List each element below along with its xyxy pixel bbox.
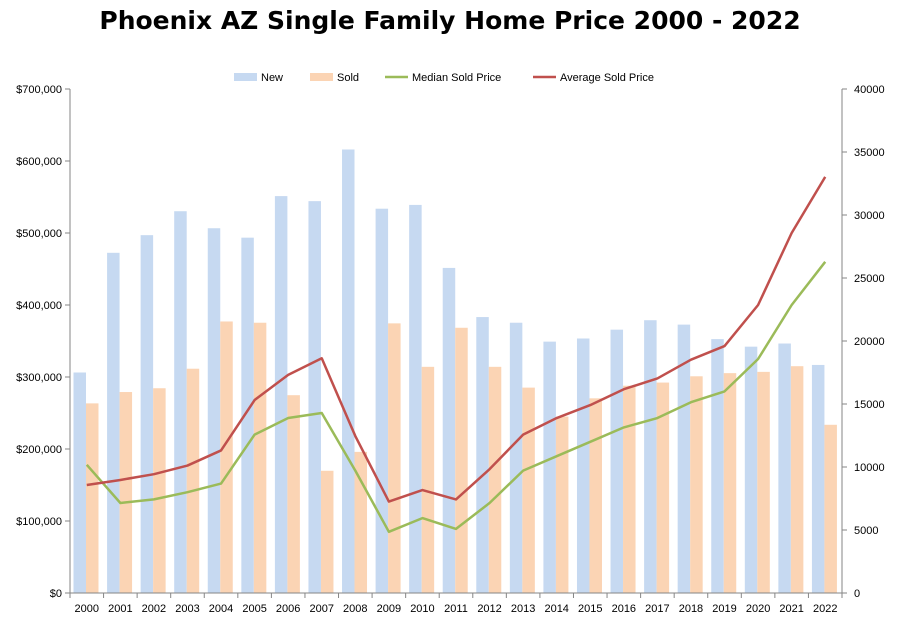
x-tick-label-2014: 2014 bbox=[544, 603, 568, 615]
bar-new-2021 bbox=[778, 343, 791, 593]
bar-new-2010 bbox=[409, 204, 422, 594]
line-median-sold-price bbox=[85, 261, 827, 534]
x-tick-label-2021: 2021 bbox=[779, 603, 803, 615]
right-tick-label: 25000 bbox=[854, 273, 885, 285]
left-tick-label: $600,000 bbox=[16, 156, 62, 168]
bar-new-2001 bbox=[107, 252, 120, 594]
bar-new-2002 bbox=[140, 235, 154, 593]
bar-new-2003 bbox=[174, 211, 187, 593]
bar-new-2017 bbox=[644, 320, 657, 593]
x-tick-label-2013: 2013 bbox=[511, 603, 535, 615]
left-tick-label: $0 bbox=[50, 588, 62, 600]
bar-sold-2006 bbox=[287, 395, 300, 593]
left-tick-label: $500,000 bbox=[16, 228, 62, 240]
x-tick-label-2001: 2001 bbox=[108, 603, 132, 615]
x-tick-label-2006: 2006 bbox=[276, 603, 300, 615]
bar-new-2014 bbox=[543, 341, 556, 593]
bar-new-2011 bbox=[442, 267, 456, 593]
bar-sold-2020 bbox=[757, 371, 770, 593]
bar-sold-2017 bbox=[656, 382, 670, 593]
bar-new-2009 bbox=[375, 208, 389, 593]
bar-sold-2022 bbox=[824, 424, 837, 593]
x-tick-label-2000: 2000 bbox=[75, 603, 99, 615]
bar-new-2005 bbox=[241, 237, 254, 593]
bar-new-2015 bbox=[576, 338, 590, 593]
bar-sold-2014 bbox=[555, 416, 569, 593]
legend-label-new: New bbox=[261, 72, 283, 84]
bar-sold-2004 bbox=[220, 321, 233, 593]
x-tick-label-2017: 2017 bbox=[645, 603, 669, 615]
x-tick-label-2016: 2016 bbox=[612, 603, 636, 615]
right-tick-label: 0 bbox=[854, 588, 860, 600]
bar-new-2006 bbox=[274, 196, 288, 593]
bar-sold-2015 bbox=[589, 398, 602, 593]
x-tick-label-2002: 2002 bbox=[142, 603, 166, 615]
left-tick-label: $300,000 bbox=[16, 372, 62, 384]
bar-sold-2018 bbox=[690, 376, 703, 593]
bar-sold-2009 bbox=[388, 323, 401, 593]
bar-sold-2019 bbox=[723, 373, 737, 593]
bar-sold-2010 bbox=[421, 366, 435, 593]
x-tick-label-2007: 2007 bbox=[309, 603, 333, 615]
bar-sold-2011 bbox=[455, 327, 468, 593]
left-tick-label: $400,000 bbox=[16, 300, 62, 312]
left-tick-label: $100,000 bbox=[16, 516, 62, 528]
right-tick-label: 20000 bbox=[854, 336, 885, 348]
bar-new-2004 bbox=[207, 228, 221, 594]
x-tick-label-2009: 2009 bbox=[377, 603, 401, 615]
bar-sold-2003 bbox=[186, 368, 200, 593]
bar-sold-2000 bbox=[86, 403, 99, 593]
bar-new-2020 bbox=[744, 346, 758, 593]
line-average-sold-price bbox=[86, 176, 827, 503]
x-tick-label-2008: 2008 bbox=[343, 603, 367, 615]
bar-new-2008 bbox=[342, 149, 355, 594]
bar-new-2000 bbox=[73, 372, 86, 593]
bar-sold-2013 bbox=[522, 387, 535, 593]
x-tick-label-2011: 2011 bbox=[444, 603, 468, 615]
bar-sold-2001 bbox=[119, 392, 133, 593]
legend-label-median-sold-price: Median Sold Price bbox=[412, 72, 501, 84]
bar-new-2013 bbox=[509, 322, 523, 593]
bar-sold-2005 bbox=[253, 322, 267, 593]
x-tick-label-2019: 2019 bbox=[712, 603, 736, 615]
bar-sold-2002 bbox=[153, 388, 166, 593]
x-tick-label-2022: 2022 bbox=[813, 603, 837, 615]
x-tick-label-2005: 2005 bbox=[242, 603, 266, 615]
left-tick-label: $200,000 bbox=[16, 444, 62, 456]
bar-sold-2016 bbox=[623, 385, 636, 593]
bar-sold-2012 bbox=[488, 366, 502, 593]
x-tick-label-2015: 2015 bbox=[578, 603, 602, 615]
bar-sold-2007 bbox=[320, 470, 334, 593]
chart-title: Phoenix AZ Single Family Home Price 2000… bbox=[99, 6, 801, 35]
right-tick-label: 40000 bbox=[854, 84, 885, 96]
legend-label-average-sold-price: Average Sold Price bbox=[560, 72, 654, 84]
bar-new-2019 bbox=[711, 339, 724, 593]
bar-new-2022 bbox=[811, 364, 825, 593]
legend-label-sold: Sold bbox=[337, 72, 359, 84]
x-tick-label-2010: 2010 bbox=[410, 603, 434, 615]
legend-swatch-sold bbox=[310, 73, 333, 81]
bar-new-2018 bbox=[677, 324, 691, 593]
left-tick-label: $700,000 bbox=[16, 84, 62, 96]
x-tick-label-2003: 2003 bbox=[175, 603, 199, 615]
bar-new-2007 bbox=[308, 201, 321, 593]
right-tick-label: 5000 bbox=[854, 525, 878, 537]
bar-new-2016 bbox=[610, 329, 624, 593]
x-tick-label-2018: 2018 bbox=[679, 603, 703, 615]
right-tick-label: 10000 bbox=[854, 462, 885, 474]
legend-swatch-new bbox=[234, 73, 257, 81]
bar-sold-2021 bbox=[790, 366, 804, 593]
x-tick-label-2012: 2012 bbox=[477, 603, 501, 615]
right-tick-label: 30000 bbox=[854, 210, 885, 222]
right-tick-label: 35000 bbox=[854, 147, 885, 159]
x-tick-label-2020: 2020 bbox=[746, 603, 770, 615]
bar-new-2012 bbox=[476, 317, 489, 593]
x-tick-label-2004: 2004 bbox=[209, 603, 233, 615]
right-tick-label: 15000 bbox=[854, 399, 885, 411]
